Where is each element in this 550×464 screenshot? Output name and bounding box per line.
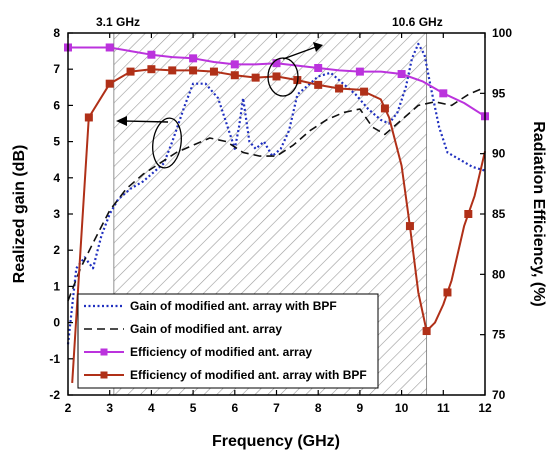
data-point-efficiency-of-modified-ant-array-with-bpf	[314, 80, 323, 89]
data-point-efficiency-of-modified-ant-array-with-bpf	[380, 104, 389, 113]
left-y-tick-label: 0	[53, 316, 60, 330]
x-tick-label: 2	[65, 401, 72, 415]
x-tick-label: 4	[148, 401, 155, 415]
data-point-efficiency-of-modified-ant-array	[272, 59, 281, 68]
data-point-efficiency-of-modified-ant-array	[397, 70, 406, 79]
data-point-efficiency-of-modified-ant-array-with-bpf	[360, 87, 369, 96]
right-y-tick-label: 70	[492, 388, 506, 402]
data-point-efficiency-of-modified-ant-array-with-bpf	[422, 327, 431, 336]
x-axis-ticks: 2 3 4 5 6 7 8 9 10 11 12	[65, 33, 492, 415]
data-point-efficiency-of-modified-ant-array-with-bpf	[251, 73, 260, 82]
data-point-efficiency-of-modified-ant-array-with-bpf	[335, 84, 344, 93]
data-point-efficiency-of-modified-ant-array	[189, 54, 198, 63]
x-tick-label: 7	[273, 401, 280, 415]
series-line-gain-of-modified-ant-array-with-bpf	[66, 42, 486, 345]
data-point-efficiency-of-modified-ant-array-with-bpf	[443, 288, 452, 297]
right-y-tick-label: 95	[492, 86, 506, 100]
x-tick-label: 5	[190, 401, 197, 415]
right-y-tick-label: 85	[492, 207, 506, 221]
legend-marker	[100, 348, 108, 356]
left-y-tick-label: -1	[49, 352, 60, 366]
right-y-tick-label: 75	[492, 328, 506, 342]
legend-box	[77, 293, 379, 389]
left-axis-annotation	[116, 116, 182, 169]
legend-label: Gain of modified ant. array with BPF	[130, 299, 337, 313]
x-tick-label: 8	[315, 401, 322, 415]
data-point-efficiency-of-modified-ant-array-with-bpf	[105, 79, 114, 88]
left-y-axis-title: Realized gain (dB)	[11, 145, 28, 284]
left-y-axis-ticks: -2 -1 0 1 2 3 4 5 6 7 8	[49, 26, 73, 402]
right-axis-annotation	[267, 42, 323, 97]
band-start-label: 3.1 GHz	[96, 15, 140, 29]
x-tick-label: 3	[106, 401, 113, 415]
right-y-tick-label: 80	[492, 267, 506, 281]
data-point-efficiency-of-modified-ant-array-with-bpf	[147, 65, 156, 74]
left-y-tick-label: 1	[53, 279, 60, 293]
left-y-tick-label: 2	[53, 243, 60, 257]
left-y-tick-label: 4	[53, 171, 60, 185]
left-y-tick-label: 6	[53, 98, 60, 112]
right-y-tick-label: 90	[492, 147, 506, 161]
x-tick-label: 11	[437, 401, 450, 415]
data-point-efficiency-of-modified-ant-array-with-bpf	[189, 66, 198, 75]
right-arrow-head	[313, 42, 323, 52]
band-end-label: 10.6 GHz	[392, 15, 443, 29]
data-point-efficiency-of-modified-ant-array-with-bpf	[209, 67, 218, 76]
right-y-axis-ticks: 70 75 80 85 90 95 100	[480, 26, 512, 402]
data-point-efficiency-of-modified-ant-array-with-bpf	[272, 72, 281, 81]
data-point-efficiency-of-modified-ant-array-with-bpf	[168, 66, 177, 75]
data-point-efficiency-of-modified-ant-array-with-bpf	[405, 222, 414, 231]
left-y-tick-label: 3	[53, 207, 60, 221]
right-y-tick-label: 100	[492, 26, 512, 40]
legend-label: Efficiency of modified ant. array	[130, 345, 312, 359]
data-point-efficiency-of-modified-ant-array	[439, 89, 448, 98]
legend: Gain of modified ant. array with BPF Gain…	[77, 293, 379, 389]
x-axis-title: Frequency (GHz)	[212, 433, 340, 450]
data-point-efficiency-of-modified-ant-array	[147, 50, 156, 59]
legend-label: Gain of modified ant. array	[130, 322, 282, 336]
data-point-efficiency-of-modified-ant-array	[355, 67, 364, 76]
left-annotation-arrow	[121, 120, 169, 123]
left-y-tick-label: 5	[53, 135, 60, 149]
x-tick-label: 9	[357, 401, 364, 415]
x-tick-label: 6	[231, 401, 238, 415]
right-annotation-ellipse	[267, 57, 299, 97]
left-y-tick-label: 7	[53, 62, 60, 76]
legend-marker	[100, 371, 108, 379]
data-point-efficiency-of-modified-ant-array	[105, 43, 114, 52]
left-arrow-head	[116, 116, 127, 126]
data-point-efficiency-of-modified-ant-array-with-bpf	[126, 67, 135, 76]
data-point-efficiency-of-modified-ant-array	[314, 63, 323, 72]
x-tick-label: 12	[478, 401, 492, 415]
left-y-tick-label: -2	[49, 388, 60, 402]
x-tick-label: 10	[395, 401, 409, 415]
legend-label: Efficiency of modified ant. array with B…	[130, 368, 367, 382]
data-point-efficiency-of-modified-ant-array	[230, 60, 239, 69]
right-y-axis-title: Radiation Efficiency, (%)	[530, 121, 547, 307]
data-point-efficiency-of-modified-ant-array-with-bpf	[464, 210, 473, 218]
data-point-efficiency-of-modified-ant-array-with-bpf	[230, 71, 239, 80]
left-annotation-ellipse	[152, 117, 182, 169]
series-line-gain-of-modified-ant-array	[67, 86, 486, 302]
right-annotation-arrow	[282, 46, 317, 60]
data-point-efficiency-of-modified-ant-array-with-bpf	[84, 113, 93, 122]
left-y-tick-label: 8	[53, 26, 60, 40]
